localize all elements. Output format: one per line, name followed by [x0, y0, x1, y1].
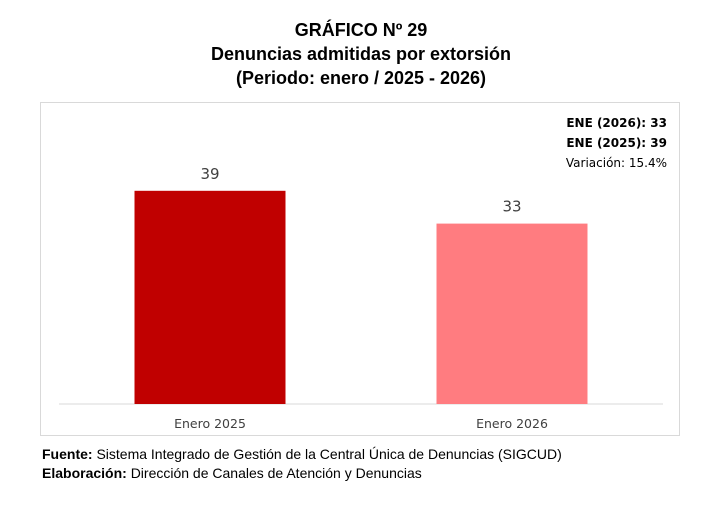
- elaboration-label: Elaboración:: [42, 465, 127, 481]
- bar-1: [134, 190, 286, 404]
- x-tick-label-2: Enero 2026: [476, 416, 548, 431]
- bar-chart: 39 Enero 2025 33 Enero 2026: [59, 165, 663, 431]
- chart-title: Denuncias admitidas por extorsión: [210, 44, 512, 64]
- chart-title-block: GRÁFICO Nº 29 Denuncias admitidas por ex…: [0, 18, 722, 90]
- source-text: Sistema Integrado de Gestión de la Centr…: [96, 446, 562, 462]
- chart-number: GRÁFICO Nº 29: [294, 20, 428, 40]
- note-ene-2026: ENE (2026): 33: [566, 116, 667, 130]
- data-label-1: 39: [200, 165, 219, 183]
- note-variacion: Variación: 15.4%: [565, 156, 667, 170]
- footer-elaboration: Elaboración: Dirección de Canales de Ate…: [42, 464, 562, 483]
- source-label: Fuente:: [42, 446, 93, 462]
- x-tick-label-1: Enero 2025: [174, 416, 246, 431]
- chart-period: (Periodo: enero / 2025 - 2026): [235, 68, 487, 88]
- elaboration-text: Dirección de Canales de Atención y Denun…: [130, 465, 422, 481]
- note-ene-2025: ENE (2025): 39: [566, 136, 667, 150]
- data-label-2: 33: [502, 198, 521, 216]
- chart-area: ENE (2026): 33 ENE (2025): 39 Variación:…: [40, 102, 680, 436]
- bar-2: [436, 223, 588, 404]
- footer: Fuente: Sistema Integrado de Gestión de …: [42, 445, 562, 483]
- footer-source: Fuente: Sistema Integrado de Gestión de …: [42, 445, 562, 464]
